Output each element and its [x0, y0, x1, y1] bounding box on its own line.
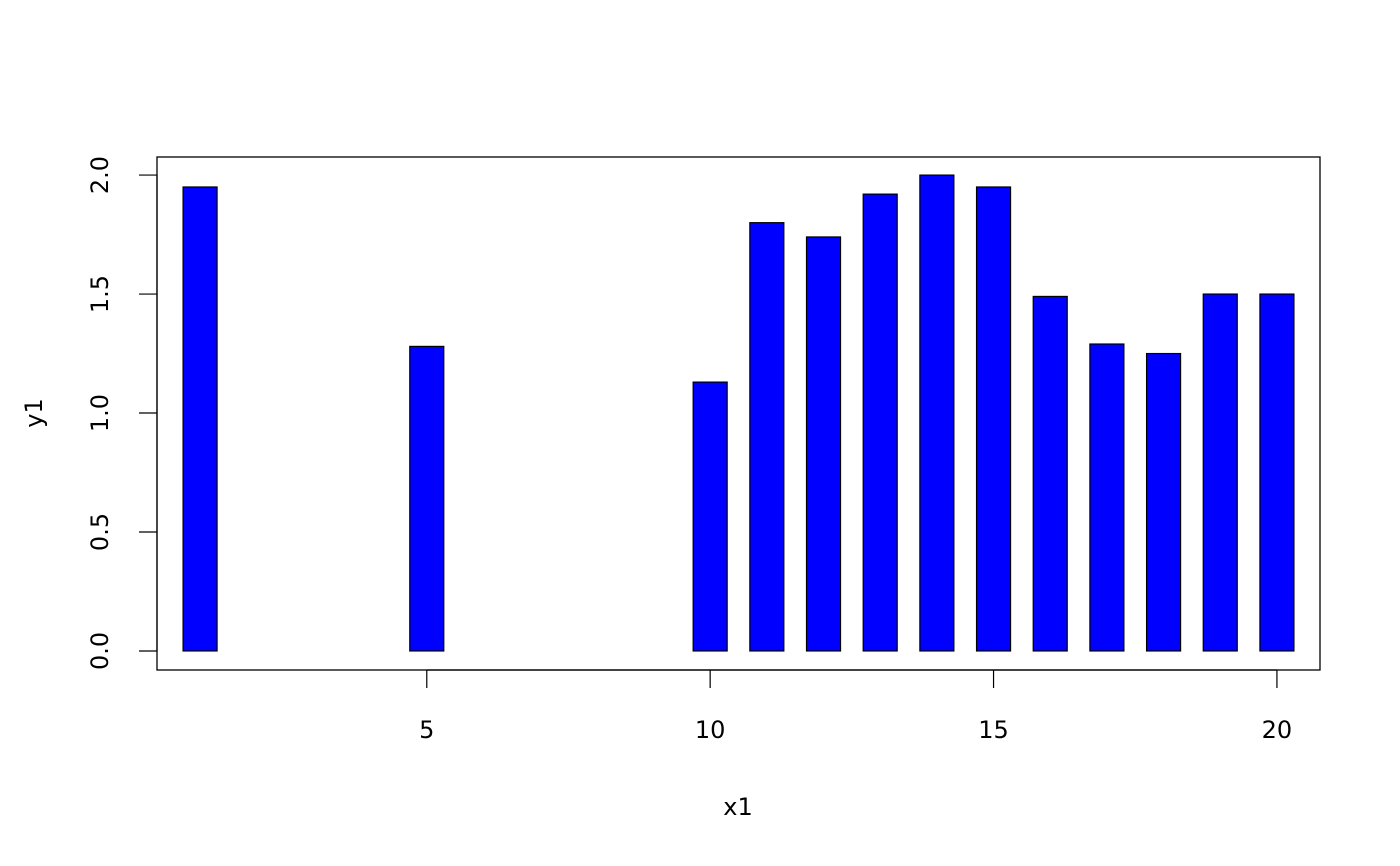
bar-1 — [182, 186, 218, 652]
bar-15 — [975, 186, 1012, 652]
x-tick-label: 10 — [695, 716, 726, 744]
y-tick-label: 2.0 — [86, 156, 114, 194]
bar-20 — [1259, 293, 1295, 652]
x-tick-label: 15 — [978, 716, 1009, 744]
y-tick-label: 1.5 — [86, 275, 114, 313]
bar-19 — [1202, 293, 1238, 652]
x-tick-label: 5 — [419, 716, 434, 744]
y-tick-label: 1.0 — [86, 394, 114, 432]
bar-16 — [1032, 295, 1068, 652]
y-tick-label: 0.5 — [86, 513, 114, 551]
plot-box — [156, 156, 1321, 671]
bar-18 — [1145, 352, 1182, 652]
bar-12 — [805, 236, 842, 652]
bar-10 — [692, 381, 728, 652]
bar-14 — [919, 174, 955, 652]
bar-17 — [1089, 343, 1125, 652]
bar-5 — [409, 345, 445, 652]
y-tick-label: 0.0 — [86, 632, 114, 670]
y-axis-label: y1 — [20, 398, 48, 427]
x-tick-label: 20 — [1262, 716, 1293, 744]
x-axis-label: x1 — [723, 793, 752, 821]
bar-13 — [862, 193, 898, 652]
bar-11 — [749, 222, 785, 652]
